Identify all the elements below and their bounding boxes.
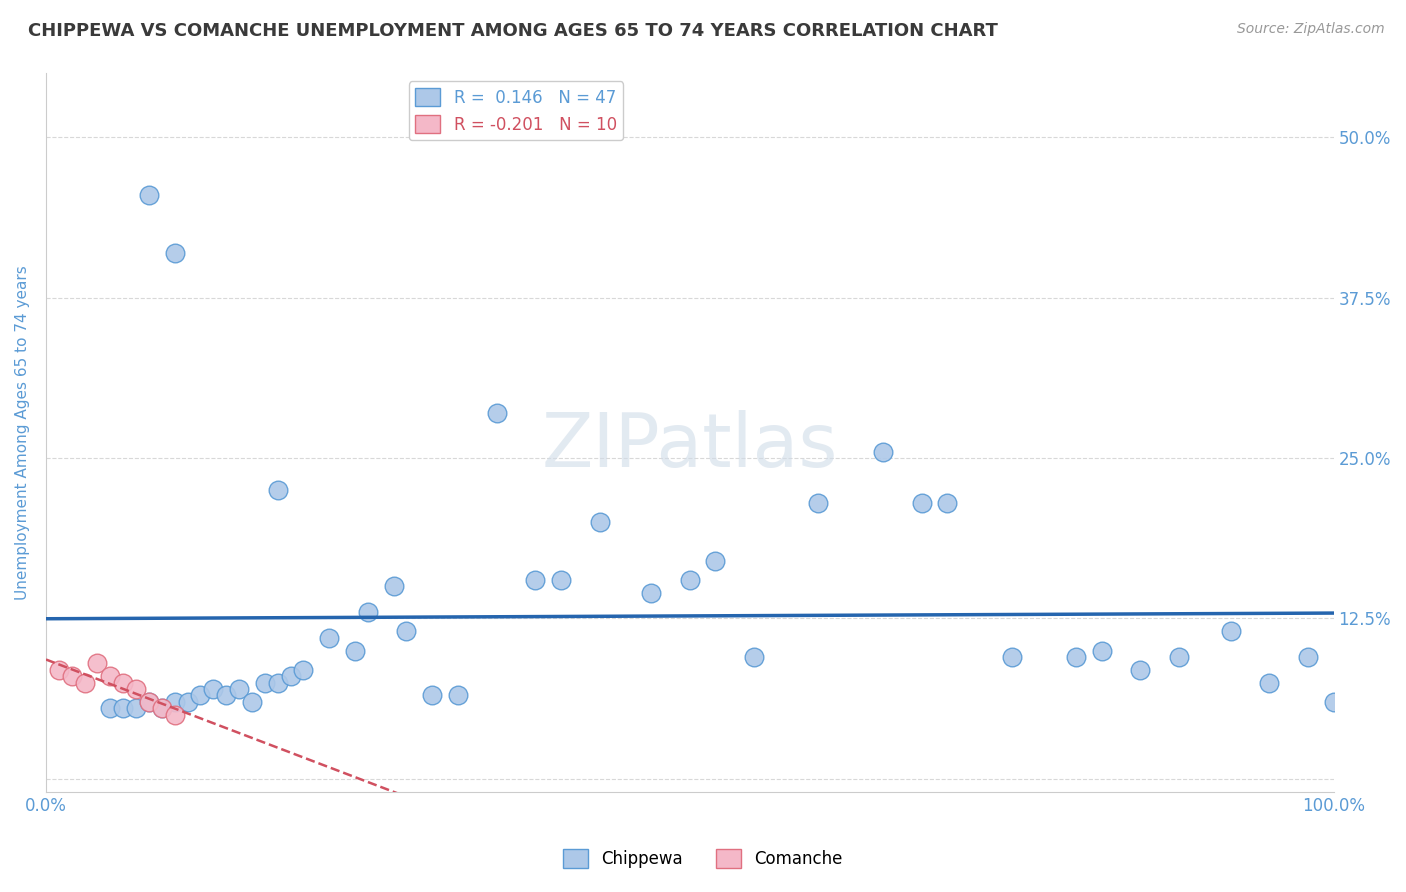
Point: [679, 573, 702, 587]
Point: [215, 689, 238, 703]
Point: [447, 689, 470, 703]
Point: [98, 669, 121, 683]
Point: [704, 554, 727, 568]
Point: [48, 663, 70, 677]
Text: ZIPatlas: ZIPatlas: [541, 410, 838, 483]
Point: [138, 188, 160, 202]
Point: [98, 701, 121, 715]
Point: [640, 586, 662, 600]
Point: [343, 643, 366, 657]
Point: [125, 681, 148, 696]
Point: [1091, 643, 1114, 657]
Point: [280, 669, 302, 683]
Point: [163, 245, 186, 260]
Point: [112, 675, 135, 690]
Point: [395, 624, 418, 639]
Point: [1322, 695, 1344, 709]
Point: [267, 675, 290, 690]
Point: [73, 675, 96, 690]
Y-axis label: Unemployment Among Ages 65 to 74 years: Unemployment Among Ages 65 to 74 years: [15, 265, 30, 599]
Point: [742, 649, 765, 664]
Point: [292, 663, 315, 677]
Point: [936, 496, 959, 510]
Point: [150, 701, 173, 715]
Point: [485, 406, 508, 420]
Point: [125, 701, 148, 715]
Point: [1258, 675, 1281, 690]
Point: [163, 695, 186, 709]
Point: [1219, 624, 1241, 639]
Point: [1001, 649, 1024, 664]
Point: [1129, 663, 1152, 677]
Point: [1168, 649, 1191, 664]
Text: Source: ZipAtlas.com: Source: ZipAtlas.com: [1237, 22, 1385, 37]
Point: [163, 707, 186, 722]
Point: [60, 669, 83, 683]
Point: [1064, 649, 1087, 664]
Point: [318, 631, 340, 645]
Point: [910, 496, 932, 510]
Point: [190, 689, 212, 703]
Point: [228, 681, 250, 696]
Point: [872, 444, 894, 458]
Point: [86, 657, 108, 671]
Point: [550, 573, 572, 587]
Point: [138, 695, 160, 709]
Point: [176, 695, 198, 709]
Legend: R =  0.146   N = 47, R = -0.201   N = 10: R = 0.146 N = 47, R = -0.201 N = 10: [409, 81, 623, 140]
Point: [382, 579, 405, 593]
Point: [112, 701, 135, 715]
Point: [240, 695, 263, 709]
Point: [253, 675, 276, 690]
Point: [588, 515, 610, 529]
Point: [420, 689, 443, 703]
Point: [267, 483, 290, 497]
Point: [150, 701, 173, 715]
Text: CHIPPEWA VS COMANCHE UNEMPLOYMENT AMONG AGES 65 TO 74 YEARS CORRELATION CHART: CHIPPEWA VS COMANCHE UNEMPLOYMENT AMONG …: [28, 22, 998, 40]
Point: [202, 681, 225, 696]
Point: [1296, 649, 1319, 664]
Point: [807, 496, 830, 510]
Point: [357, 605, 380, 619]
Legend: Chippewa, Comanche: Chippewa, Comanche: [557, 843, 849, 875]
Point: [524, 573, 547, 587]
Point: [138, 695, 160, 709]
